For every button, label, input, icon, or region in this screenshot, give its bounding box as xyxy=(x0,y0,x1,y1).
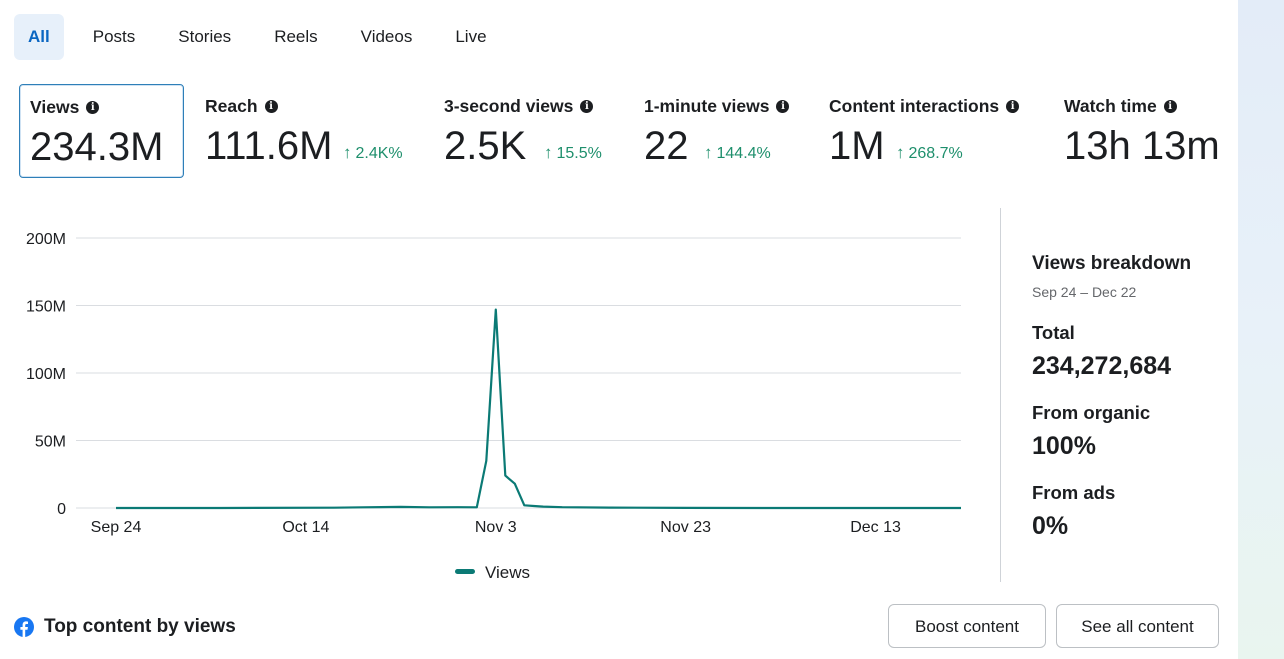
metric-value: 22 xyxy=(644,124,689,168)
metric-change: ↑ 144.4% xyxy=(704,143,771,162)
info-icon[interactable]: i xyxy=(264,100,278,113)
metric-label: Views xyxy=(30,97,80,117)
metric-label: Watch time xyxy=(1064,96,1157,116)
info-icon[interactable]: i xyxy=(86,101,100,114)
metric-card-3-second-views[interactable]: 3-second views i 2.5K ↑ 15.5% xyxy=(434,84,629,178)
metric-value: 13h 13m xyxy=(1064,124,1220,168)
legend-swatch xyxy=(455,569,475,574)
metric-value: 234.3M xyxy=(30,125,164,169)
tab-all[interactable]: All xyxy=(14,14,64,60)
tab-reels[interactable]: Reels xyxy=(274,27,318,46)
legend-label-views: Views xyxy=(485,563,530,582)
section-divider xyxy=(1000,208,1001,582)
arrow-up-icon: ↑ xyxy=(544,143,553,162)
boost-content-button[interactable]: Boost content xyxy=(888,604,1046,648)
metric-value: 111.6M xyxy=(205,124,333,168)
x-axis-ticks: Sep 24 Oct 14 Nov 3 Nov 23 Dec 13 xyxy=(91,519,901,536)
tab-stories[interactable]: Stories xyxy=(178,27,232,46)
x-tick-label: Nov 23 xyxy=(660,519,711,536)
metric-card-watch-time[interactable]: Watch time i 13h 13m xyxy=(1054,84,1234,178)
metric-label: Reach xyxy=(205,96,258,116)
top-content-heading: Top content by views xyxy=(44,616,236,637)
chart-legend: Views xyxy=(455,563,530,582)
x-tick-label: Oct 14 xyxy=(282,519,329,536)
metric-card-content-interactions[interactable]: Content interactions i 1M ↑ 268.7% xyxy=(819,84,1044,178)
x-tick-label: Nov 3 xyxy=(475,519,517,536)
metric-label: 1-minute views xyxy=(644,96,770,116)
metric-card-reach[interactable]: Reach i 111.6M ↑ 2.4K% xyxy=(195,84,425,178)
metric-value: 2.5K xyxy=(444,124,527,168)
y-tick-label: 200M xyxy=(26,231,66,248)
metric-change: ↑ 15.5% xyxy=(544,143,602,162)
x-tick-label: Dec 13 xyxy=(850,519,901,536)
info-icon[interactable]: i xyxy=(776,100,790,113)
organic-value: 100% xyxy=(1032,432,1096,460)
chart-gridlines xyxy=(76,237,961,509)
info-icon[interactable]: i xyxy=(1163,100,1177,113)
organic-label: From organic xyxy=(1032,402,1151,423)
metric-change: ↑ 2.4K% xyxy=(343,143,403,162)
y-tick-label: 150M xyxy=(26,299,66,316)
ads-value: 0% xyxy=(1032,512,1069,540)
tab-live[interactable]: Live xyxy=(455,27,487,46)
metric-card-1-minute-views[interactable]: 1-minute views i 22 ↑ 144.4% xyxy=(634,84,814,178)
arrow-up-icon: ↑ xyxy=(704,143,713,162)
y-tick-label: 50M xyxy=(35,434,66,451)
breakdown-date-range: Sep 24 – Dec 22 xyxy=(1032,284,1137,300)
arrow-up-icon: ↑ xyxy=(896,143,905,162)
content-type-tabs: All Posts Stories Reels Videos Live xyxy=(14,14,516,60)
breakdown-title: Views breakdown xyxy=(1032,253,1192,274)
ads-label: From ads xyxy=(1032,482,1116,503)
total-label: Total xyxy=(1032,322,1075,343)
y-tick-label: 0 xyxy=(57,501,66,518)
side-panel-edge xyxy=(1238,0,1284,659)
metric-card-views[interactable]: Views i 234.3M xyxy=(19,84,184,178)
metric-label: Content interactions xyxy=(829,96,1000,116)
views-line-chart: 0 50M 100M 150M 200M Sep 24 Oct 14 Nov 3 Nov 23… xyxy=(26,231,961,582)
y-axis-ticks: 0 50M 100M 150M 200M xyxy=(26,231,66,518)
total-value: 234,272,684 xyxy=(1032,352,1172,380)
y-tick-label: 100M xyxy=(26,366,66,383)
info-icon[interactable]: i xyxy=(1006,100,1020,113)
tab-videos[interactable]: Videos xyxy=(360,27,413,46)
info-icon[interactable]: i xyxy=(580,100,594,113)
series-line-views xyxy=(116,308,961,510)
x-tick-label: Sep 24 xyxy=(91,519,142,536)
tab-posts[interactable]: Posts xyxy=(92,27,136,46)
see-all-content-button[interactable]: See all content xyxy=(1056,604,1219,648)
metric-label: 3-second views xyxy=(444,96,574,116)
metric-change: ↑ 268.7% xyxy=(896,143,963,162)
metric-value: 1M xyxy=(829,124,885,168)
arrow-up-icon: ↑ xyxy=(343,143,352,162)
facebook-logo-icon xyxy=(14,617,34,637)
